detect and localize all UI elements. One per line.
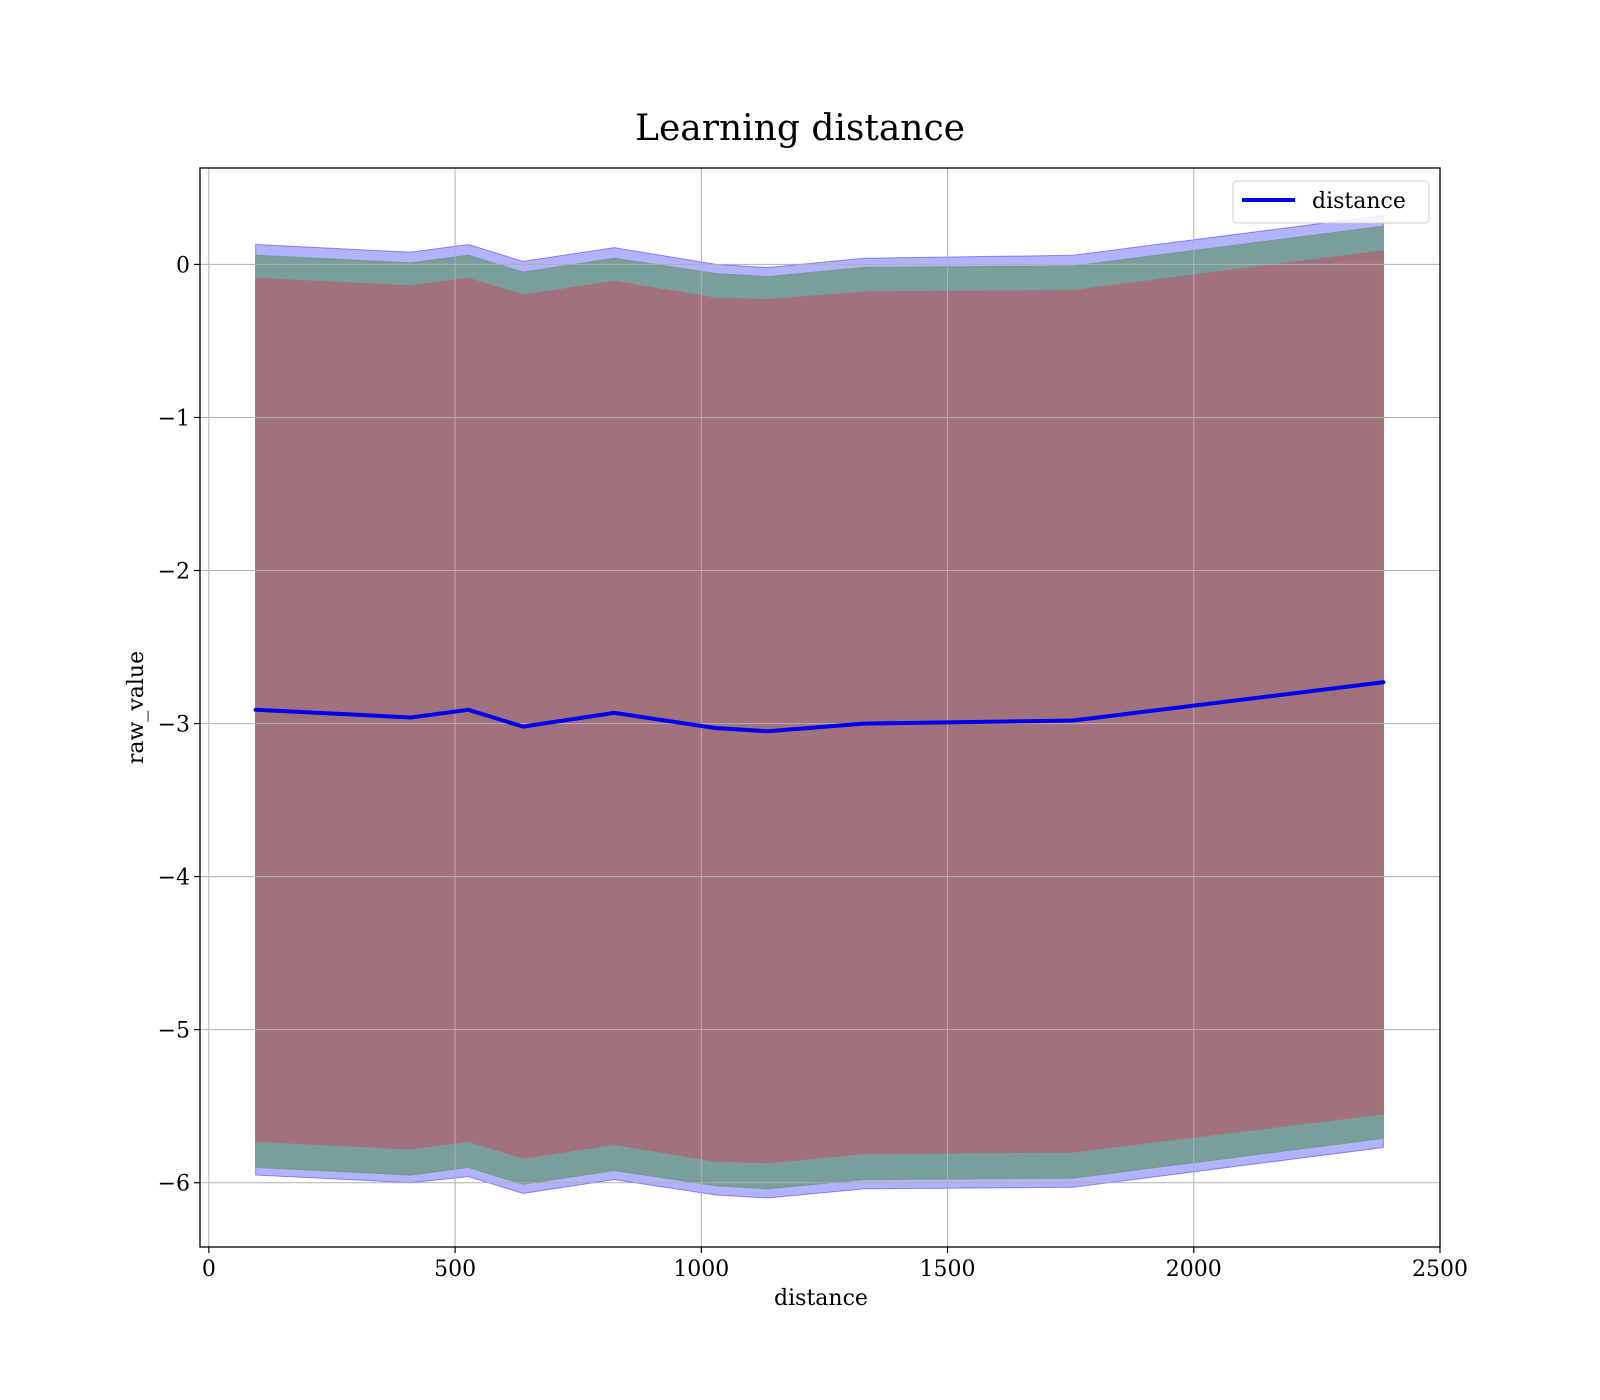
confidence-bands [255,214,1384,1199]
x-tick-label-0: 0 [202,1257,216,1282]
x-axis-ticks: 0 500 1000 1500 2000 2500 [202,1247,1468,1282]
chart-title: Learning distance [635,108,965,149]
y-tick-label-4: −4 [158,866,190,891]
x-tick-label-4: 2000 [1166,1257,1222,1282]
band-2 [255,250,1384,1164]
y-tick-label-2: −2 [158,560,190,585]
x-tick-label-2: 1000 [673,1257,729,1282]
y-tick-label-3: −3 [158,713,190,738]
legend: distance [1232,180,1430,224]
y-tick-label-6: −6 [158,1172,190,1197]
legend-box [1232,180,1430,224]
plot-frame [199,167,1441,1248]
x-tick-label-3: 1500 [920,1257,976,1282]
x-tick-label-1: 500 [434,1257,476,1282]
y-tick-label-5: −5 [158,1019,190,1044]
y-axis-ticks: 0 −1 −2 −3 −4 −5 −6 [158,253,200,1197]
series-line-distance [253,680,1386,734]
y-tick-label-0: 0 [176,253,190,278]
legend-label-distance: distance [1312,189,1406,214]
x-tick-label-5: 2500 [1412,1257,1468,1282]
series-lines [253,680,1386,734]
y-axis-label: raw_value [124,651,149,764]
y-tick-label-1: −1 [158,406,190,431]
x-axis-label: distance [774,1286,868,1311]
